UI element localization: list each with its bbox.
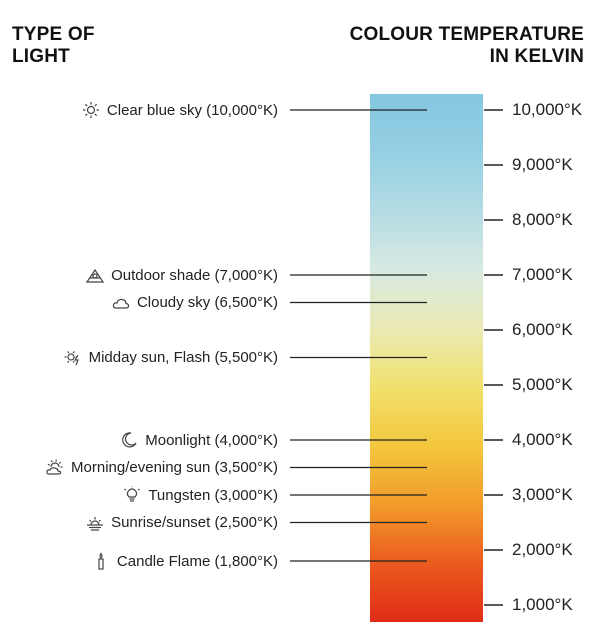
light-source-label: Clear blue sky (10,000°K) [106, 101, 278, 119]
light-source-label: Candle Flame (1,800°K) [116, 552, 278, 570]
scale-tick-label: 6,000°K [512, 320, 573, 339]
scale-tick-label: 5,000°K [512, 375, 573, 394]
flash-sun-icon [64, 349, 82, 367]
light-source-label: Midday sun, Flash (5,500°K) [88, 349, 278, 366]
scale-tick-label: 3,000°K [512, 485, 573, 504]
light-source-label: Moonlight (4,000°K) [145, 431, 278, 449]
light-source-row: Outdoor shade (7,000°K) [85, 265, 278, 285]
scale-tick-label: 4,000°K [512, 430, 573, 449]
colour-temperature-heading: COLOUR TEMPERATURE IN KELVIN [350, 24, 584, 68]
heading-line: COLOUR TEMPERATURE [349, 24, 584, 45]
light-source-row: Midday sun, Flash (5,500°K) [64, 348, 278, 368]
sunrise-icon [86, 514, 104, 532]
light-source-row: Tungsten (3,000°K) [123, 484, 278, 505]
heading-line: LIGHT [12, 46, 70, 67]
light-source-label: Cloudy sky (6,500°K) [136, 294, 278, 311]
heading-line: TYPE OF [12, 24, 95, 45]
scale-tick-label: 1,000°K [512, 595, 573, 614]
light-source-row: Clear blue sky (10,000°K) [82, 100, 278, 120]
cloud-icon [112, 294, 130, 312]
scale-tick-label: 7,000°K [512, 265, 573, 284]
house-shade-icon [85, 266, 105, 284]
sun-icon [82, 101, 100, 119]
sun-cloud-icon [46, 459, 64, 477]
moon-icon [120, 431, 138, 449]
light-source-label: Morning/evening sun (3,500°K) [71, 459, 278, 476]
light-source-row: Cloudy sky (6,500°K) [112, 293, 278, 313]
light-source-label: Outdoor shade (7,000°K) [111, 266, 278, 284]
light-bulb-icon [123, 484, 141, 504]
light-source-row: Morning/evening sun (3,500°K) [46, 458, 278, 478]
candle-icon [92, 552, 110, 570]
light-source-label: Tungsten (3,000°K) [148, 486, 278, 504]
type-of-light-heading: TYPE OF LIGHT [12, 24, 95, 68]
scale-tick-label: 8,000°K [512, 210, 573, 229]
scale-tick-label: 10,000°K [512, 100, 583, 119]
light-source-row: Moonlight (4,000°K) [120, 430, 278, 450]
light-source-row: Sunrise/sunset (2,500°K) [86, 513, 278, 533]
scale-tick-label: 2,000°K [512, 540, 573, 559]
scale-tick-label: 9,000°K [512, 155, 573, 174]
heading-line: IN KELVIN [489, 46, 584, 67]
light-source-row: Candle Flame (1,800°K) [92, 551, 278, 571]
light-source-label: Sunrise/sunset (2,500°K) [111, 514, 278, 531]
